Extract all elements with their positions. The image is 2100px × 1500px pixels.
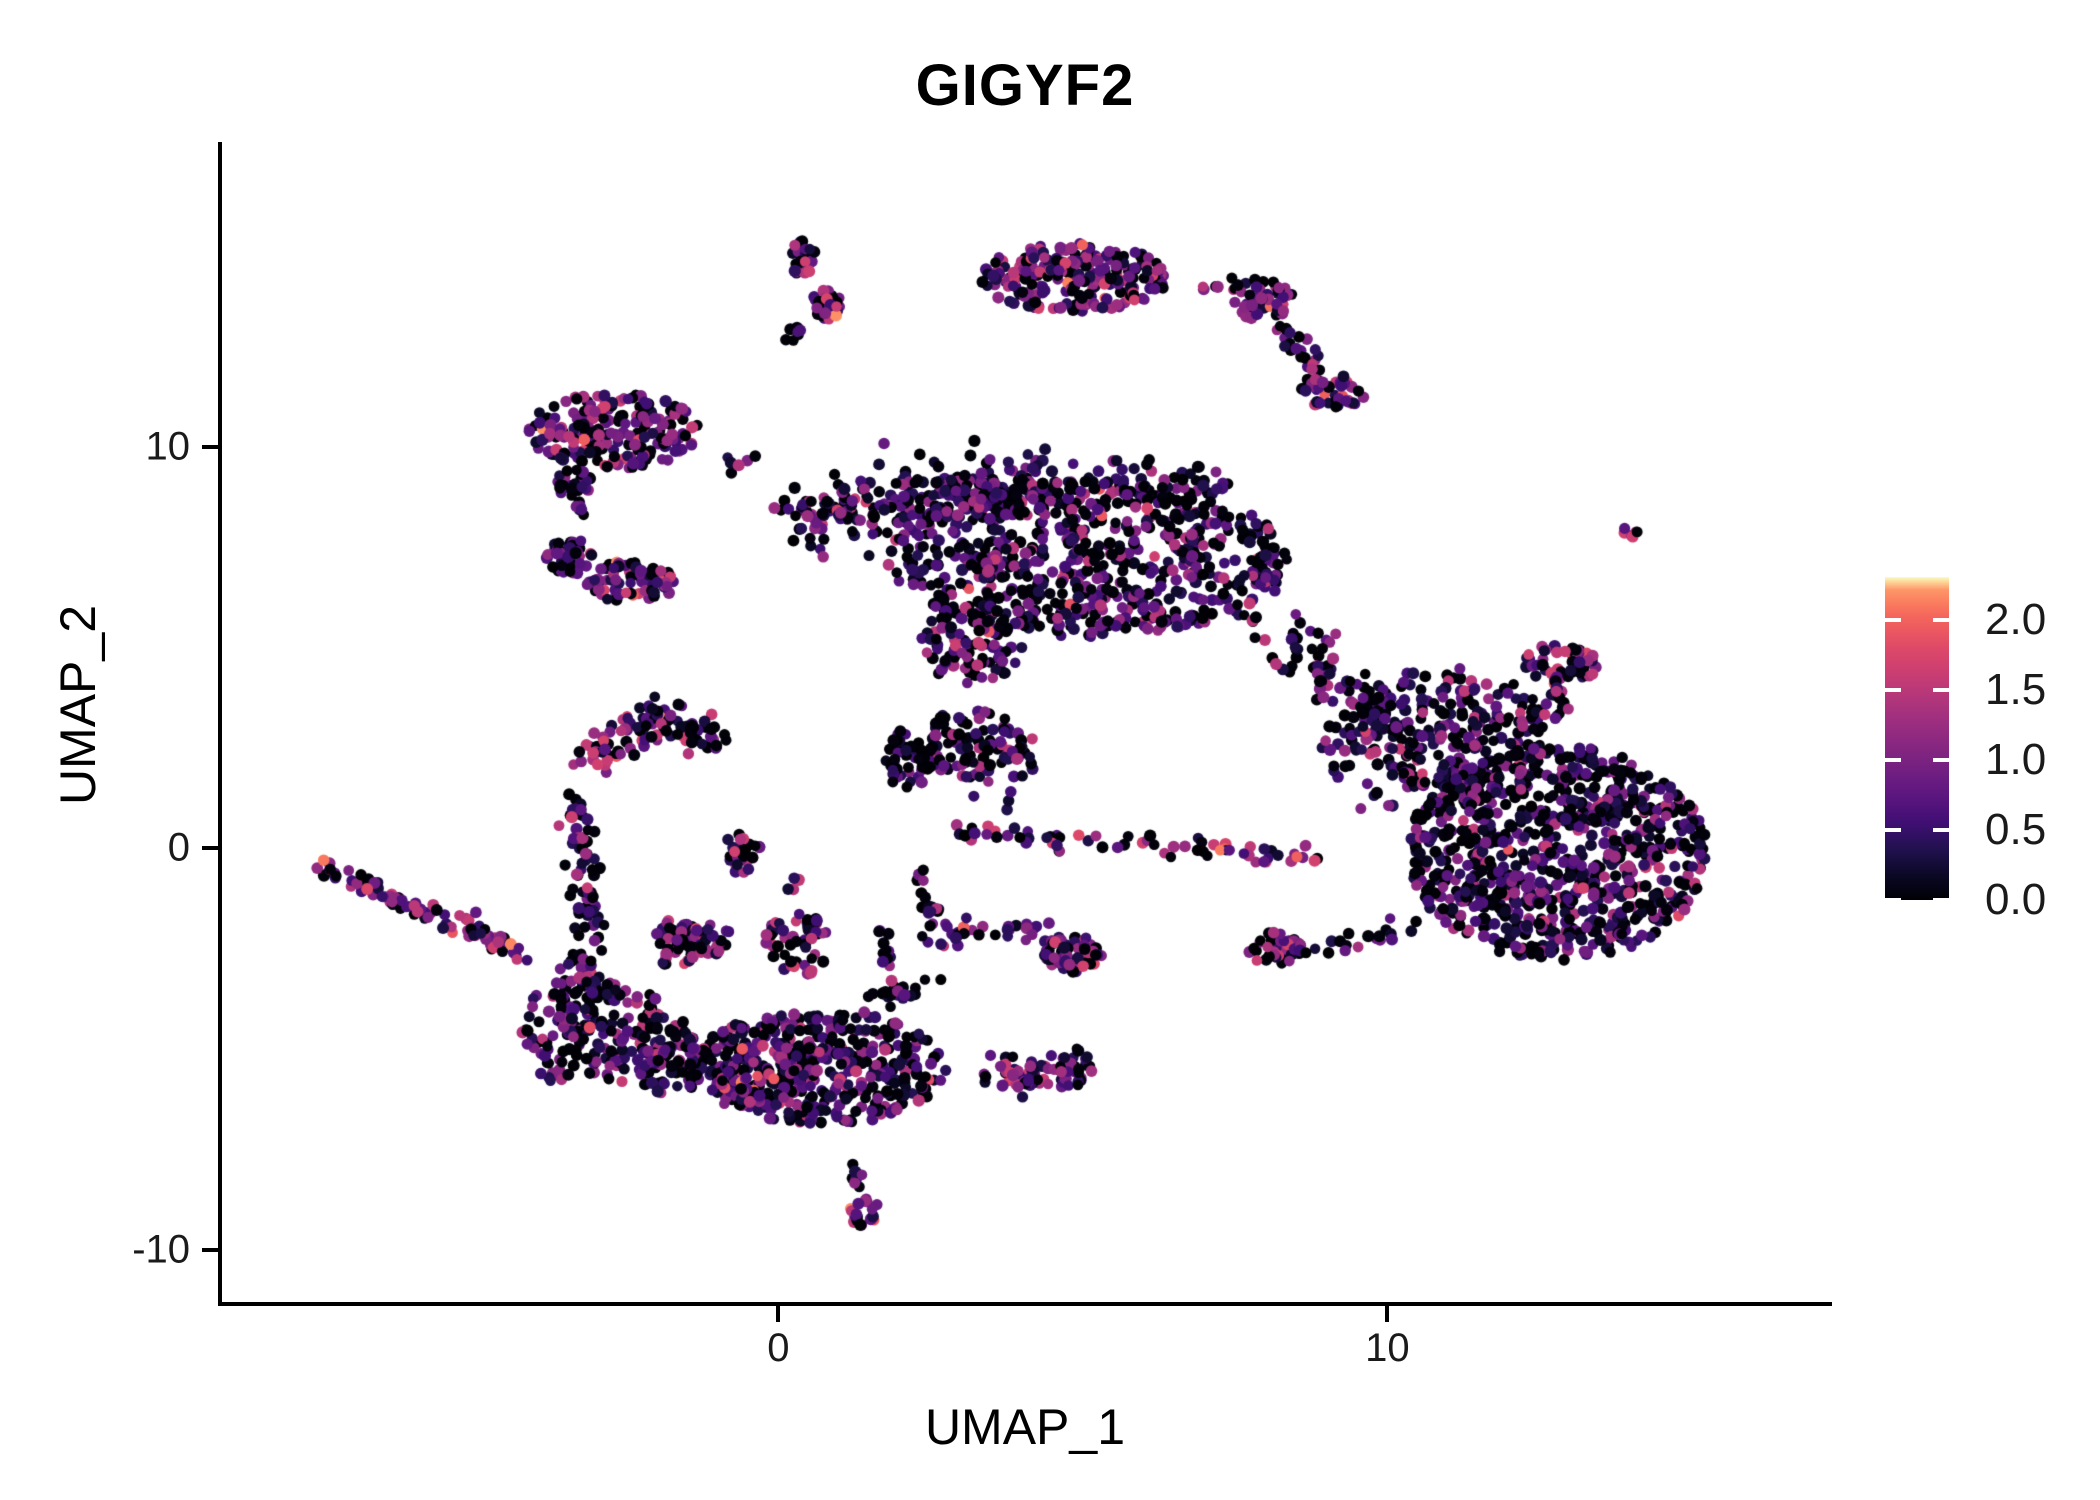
x-tick-label: 10: [1365, 1326, 1410, 1370]
colorbar-tick-notch: [1885, 758, 1901, 763]
y-tick-mark: [202, 445, 218, 450]
colorbar-tick-notch: [1885, 688, 1901, 693]
x-tick-label: 0: [767, 1326, 790, 1370]
colorbar-tick-notch: [1885, 898, 1901, 902]
colorbar-tick-notch: [1933, 688, 1949, 693]
y-tick-mark: [202, 1247, 218, 1252]
colorbar-gradient: [1885, 577, 1949, 900]
x-tick-mark: [776, 1306, 781, 1322]
y-tick-label: 10: [145, 424, 191, 469]
y-axis-title: UMAP_2: [50, 604, 106, 806]
colorbar-tick-notch: [1885, 618, 1901, 623]
colorbar-tick-notch: [1885, 828, 1901, 833]
colorbar-tick-label: 0.0: [1985, 875, 2047, 924]
colorbar-tick-label: 1.5: [1985, 665, 2047, 715]
colorbar-tick-notch: [1933, 758, 1949, 763]
colorbar-tick-label: 2.0: [1985, 595, 2047, 645]
x-tick-mark: [1385, 1306, 1390, 1322]
y-tick-label: 0: [167, 825, 190, 870]
colorbar-tick-label: 0.5: [1985, 805, 2047, 855]
x-axis-line: [218, 1302, 1832, 1306]
colorbar-tick-notch: [1933, 898, 1949, 902]
y-axis-line: [218, 142, 222, 1306]
colorbar-tick-notch: [1933, 618, 1949, 623]
colorbar-tick-label: 1.0: [1985, 735, 2047, 785]
x-axis-title: UMAP_1: [924, 1399, 1126, 1455]
y-tick-label: -10: [132, 1227, 190, 1272]
plot-title: GIGYF2: [915, 53, 1135, 118]
colorbar-tick-notch: [1933, 828, 1949, 833]
y-tick-mark: [202, 846, 218, 851]
